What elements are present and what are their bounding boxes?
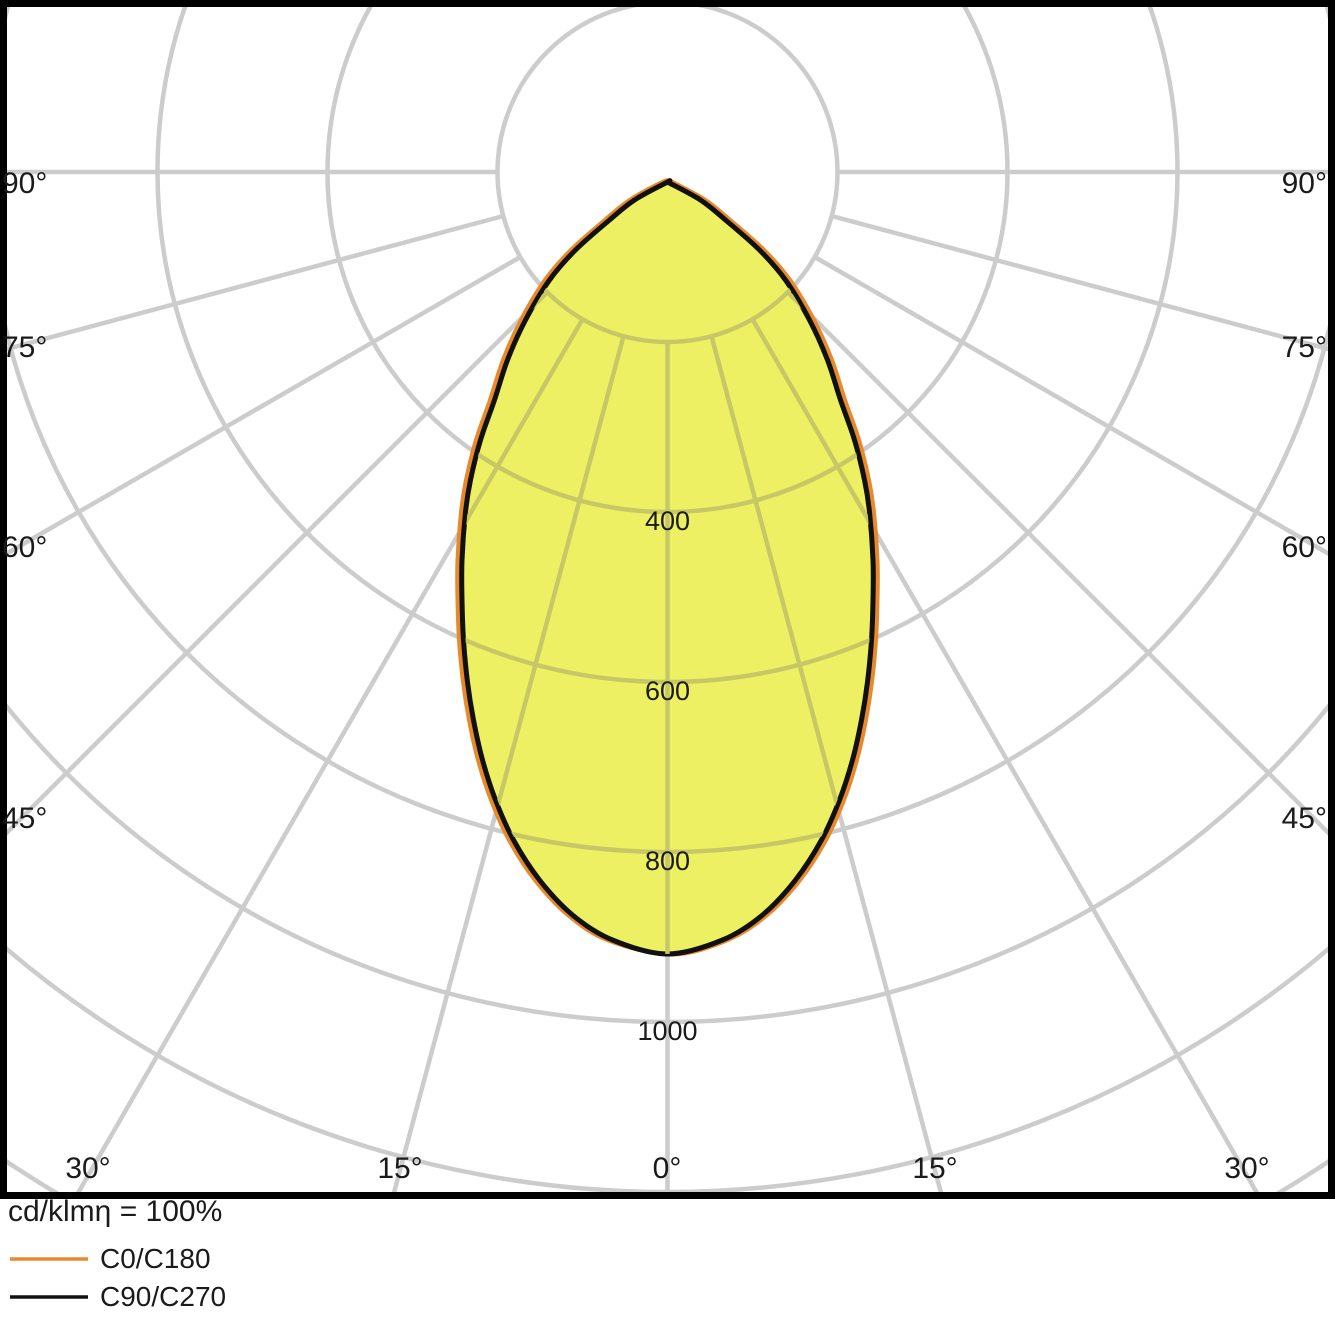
svg-text:90°: 90° xyxy=(1282,167,1327,200)
svg-text:600: 600 xyxy=(645,676,690,706)
svg-text:C0/C180: C0/C180 xyxy=(100,1243,211,1274)
svg-text:45°: 45° xyxy=(1282,802,1327,835)
svg-text:C90/C270: C90/C270 xyxy=(100,1281,226,1312)
svg-text:15°: 15° xyxy=(912,1152,957,1185)
svg-text:800: 800 xyxy=(645,846,690,876)
svg-text:45°: 45° xyxy=(2,802,47,835)
svg-text:30°: 30° xyxy=(65,1152,110,1185)
svg-text:75°: 75° xyxy=(2,331,47,364)
svg-text:60°: 60° xyxy=(1282,531,1327,564)
svg-text:cd/klmη = 100%: cd/klmη = 100% xyxy=(8,1195,222,1228)
svg-text:1000: 1000 xyxy=(637,1016,697,1046)
svg-text:15°: 15° xyxy=(377,1152,422,1185)
svg-text:90°: 90° xyxy=(2,167,47,200)
svg-text:30°: 30° xyxy=(1224,1152,1269,1185)
svg-text:400: 400 xyxy=(645,506,690,536)
svg-text:0°: 0° xyxy=(653,1152,682,1185)
svg-text:60°: 60° xyxy=(2,531,47,564)
svg-text:75°: 75° xyxy=(1282,331,1327,364)
